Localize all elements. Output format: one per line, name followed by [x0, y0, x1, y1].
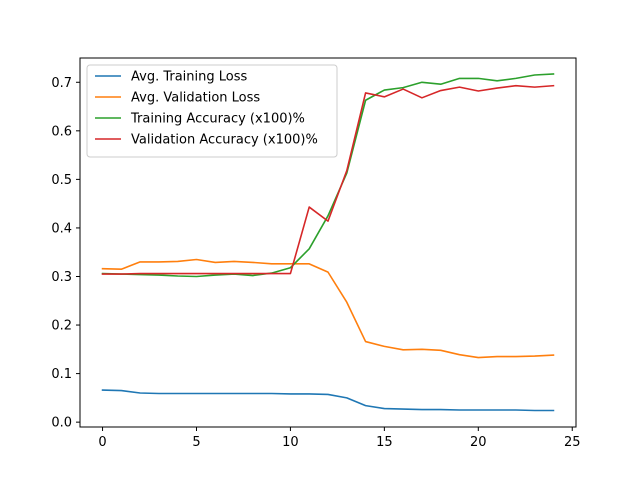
y-tick-label: 0.3: [51, 270, 72, 285]
series-layer: [101, 73, 555, 412]
legend-label: Avg. Training Loss: [131, 70, 248, 85]
series-line-3: [101, 73, 555, 278]
legend-box: [86, 64, 338, 158]
y-tick-label: 0.1: [51, 367, 72, 382]
series-line-2: [101, 258, 555, 359]
x-tick-label: 20: [470, 435, 487, 450]
legend-label: Training Accuracy (x100)%: [130, 112, 305, 127]
x-tick-label: 0: [98, 435, 106, 450]
x-tick-label: 15: [376, 435, 393, 450]
y-tick-label: 0.7: [51, 76, 72, 91]
y-tick-label: 0.6: [51, 124, 72, 139]
x-tick-label: 25: [564, 435, 581, 450]
series-line-1: [101, 389, 555, 412]
y-tick-label: 0.5: [51, 173, 72, 188]
plot-frame: [79, 57, 577, 428]
x-tick-label: 5: [192, 435, 200, 450]
y-tick-label: 0.2: [51, 319, 72, 334]
x-tick-label: 10: [282, 435, 299, 450]
legend: Avg. Training Loss Avg. Validation Loss Tr…: [86, 64, 338, 158]
axis-ticks: 0 5 10 15 20 25 0.0 0.1 0.2 0.3 0.4 0.5 0.6 0.7: [51, 76, 580, 450]
y-tick-label: 0.0: [51, 416, 72, 431]
series-line-4: [101, 84, 555, 275]
legend-label: Avg. Validation Loss: [131, 91, 260, 106]
legend-label: Validation Accuracy (x100)%: [131, 133, 318, 148]
y-tick-label: 0.4: [51, 221, 72, 236]
